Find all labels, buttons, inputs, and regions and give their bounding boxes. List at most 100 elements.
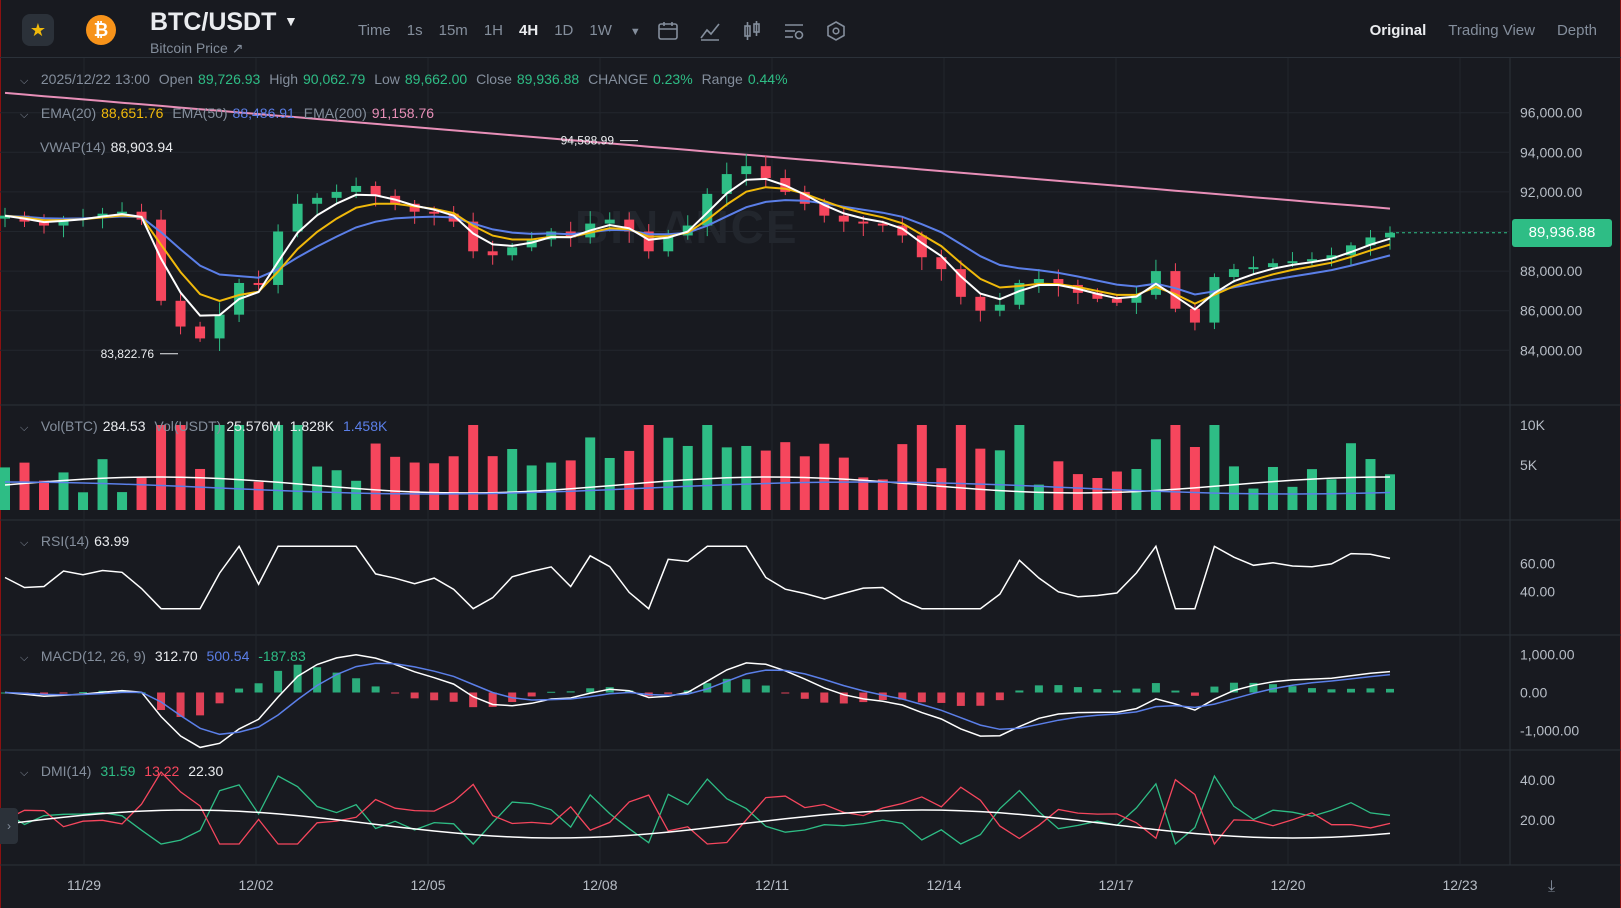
macd-histogram-bar bbox=[1366, 688, 1375, 693]
x-tick-label: 12/05 bbox=[410, 877, 445, 893]
candle-body bbox=[1092, 292, 1103, 299]
volume-bar bbox=[273, 425, 284, 510]
macd-histogram-bar bbox=[878, 692, 887, 701]
interval-more-icon[interactable]: ▼ bbox=[629, 26, 641, 38]
interval-time[interactable]: Time bbox=[358, 22, 391, 39]
volume-bar bbox=[624, 450, 635, 510]
collapse-chevron-icon[interactable]: ⌵ bbox=[20, 652, 29, 664]
macd-histogram-bar bbox=[410, 692, 419, 699]
ema200-value: 91,158.76 bbox=[371, 105, 435, 121]
macd-histogram-bar bbox=[1386, 688, 1394, 693]
volume-bar bbox=[1053, 461, 1064, 510]
candle-body bbox=[1033, 279, 1044, 283]
volume-bar bbox=[838, 457, 849, 510]
macd-histogram-bar bbox=[1190, 692, 1199, 696]
candle-body bbox=[1385, 232, 1395, 238]
collapse-chevron-icon[interactable]: ⌵ bbox=[20, 537, 29, 549]
volume-bar bbox=[955, 425, 966, 510]
price-tick-label: 84,000.00 bbox=[1520, 342, 1582, 358]
indicator-icon[interactable] bbox=[698, 20, 722, 42]
macd-histogram-bar bbox=[332, 672, 341, 693]
view-depth[interactable]: Depth bbox=[1556, 22, 1597, 39]
volume-bar bbox=[585, 437, 596, 510]
candle-body bbox=[897, 225, 908, 236]
macd-dif-line bbox=[4, 653, 1391, 749]
macd-histogram-bar bbox=[118, 690, 127, 693]
vol-btc-label: Vol(BTC) bbox=[40, 418, 98, 434]
macd-histogram-bar bbox=[391, 692, 400, 694]
collapse-chevron-icon[interactable]: ⌵ bbox=[20, 767, 29, 779]
macd-histogram-bar bbox=[488, 692, 497, 707]
x-tick-label: 12/14 bbox=[926, 877, 961, 893]
collapse-chevron-icon[interactable]: ⌵ bbox=[20, 75, 29, 87]
favorite-button[interactable]: ★ bbox=[22, 14, 54, 46]
pair-title[interactable]: BTC/USDT bbox=[150, 8, 277, 36]
vol-ma2-value: 1.458K bbox=[342, 418, 388, 434]
macd-histogram-bar bbox=[176, 692, 185, 717]
collapse-chevron-icon[interactable]: ⌵ bbox=[20, 422, 29, 434]
candle-body bbox=[916, 235, 927, 258]
volume-bar bbox=[1033, 484, 1044, 510]
interval-1h[interactable]: 1H bbox=[483, 22, 503, 39]
candle-type-icon[interactable] bbox=[740, 20, 764, 42]
candle-body bbox=[273, 231, 284, 285]
volume-bar bbox=[916, 425, 927, 510]
volume-bar bbox=[19, 462, 30, 510]
interval-1d[interactable]: 1D bbox=[554, 22, 574, 39]
interval-1w[interactable]: 1W bbox=[589, 22, 612, 39]
ohlc-legend: ⌵ 2025/12/22 13:00 Open 89,726.93 High 90,… bbox=[20, 71, 793, 88]
high-value: 90,062.79 bbox=[303, 71, 366, 87]
volume-bar bbox=[1072, 474, 1083, 510]
interval-15m[interactable]: 15m bbox=[438, 22, 468, 39]
volume-bar bbox=[312, 466, 323, 510]
volume-bar bbox=[526, 465, 537, 510]
vol-usdt-label: Vol(USDT) bbox=[154, 418, 222, 434]
ema20-line bbox=[4, 186, 1391, 305]
volume-bar bbox=[780, 442, 791, 510]
volume-tick-label: 5K bbox=[1520, 457, 1538, 473]
volume-bar bbox=[663, 437, 674, 510]
view-original[interactable]: Original bbox=[1369, 22, 1427, 39]
volume-bar bbox=[253, 481, 264, 510]
vol-btc-value: 284.53 bbox=[102, 418, 146, 434]
x-tick-label: 11/29 bbox=[67, 877, 101, 893]
volume-bar bbox=[1267, 466, 1278, 510]
volume-bar bbox=[195, 468, 206, 510]
candle-body bbox=[858, 221, 869, 224]
macd-histogram-bar bbox=[449, 692, 458, 702]
vol-ma1-value: 1.828K bbox=[289, 418, 335, 434]
macd-histogram-bar bbox=[664, 692, 673, 694]
hexagon-settings-icon[interactable] bbox=[824, 20, 848, 42]
interval-1s[interactable]: 1s bbox=[406, 22, 423, 39]
macd-histogram-bar bbox=[703, 683, 712, 693]
close-label: Close bbox=[476, 71, 512, 87]
volume-bar bbox=[1111, 471, 1122, 510]
view-trading-view[interactable]: Trading View bbox=[1448, 22, 1535, 39]
chart-settings-icon[interactable] bbox=[782, 20, 806, 42]
collapse-chevron-icon[interactable]: ⌵ bbox=[20, 109, 29, 121]
macd-histogram-bar bbox=[1112, 690, 1121, 693]
pair-subtitle-link[interactable]: Bitcoin Price ↗ bbox=[150, 40, 244, 56]
ema20-value: 88,651.76 bbox=[101, 105, 164, 121]
price-tick-label: 96,000.00 bbox=[1520, 105, 1582, 121]
volume-bar bbox=[1189, 446, 1200, 510]
candle-body bbox=[1209, 277, 1220, 323]
interval-4h[interactable]: 4H bbox=[519, 22, 539, 39]
macd-histogram-bar bbox=[898, 692, 907, 700]
interval-selector: Time 1s 15m 1H 4H 1D 1W ▼ bbox=[350, 22, 651, 42]
macd-histogram-bar bbox=[820, 692, 829, 703]
macd-histogram-bar bbox=[1229, 682, 1238, 693]
macd-histogram-bar bbox=[371, 686, 380, 693]
x-tick-label: 12/23 bbox=[1442, 877, 1477, 893]
candle-body bbox=[819, 203, 830, 216]
macd-dea-line bbox=[4, 662, 1391, 736]
pair-dropdown-icon[interactable]: ▼ bbox=[284, 13, 298, 29]
expand-sidebar-icon[interactable]: › bbox=[0, 808, 18, 844]
volume-bar bbox=[858, 477, 869, 510]
calendar-icon[interactable] bbox=[656, 20, 680, 42]
macd-histogram-bar bbox=[196, 692, 205, 716]
reset-scale-icon[interactable]: ⤓ bbox=[1548, 878, 1556, 895]
rsi-label: RSI(14) bbox=[40, 533, 90, 549]
volume-tick-label: 10K bbox=[1520, 417, 1546, 433]
